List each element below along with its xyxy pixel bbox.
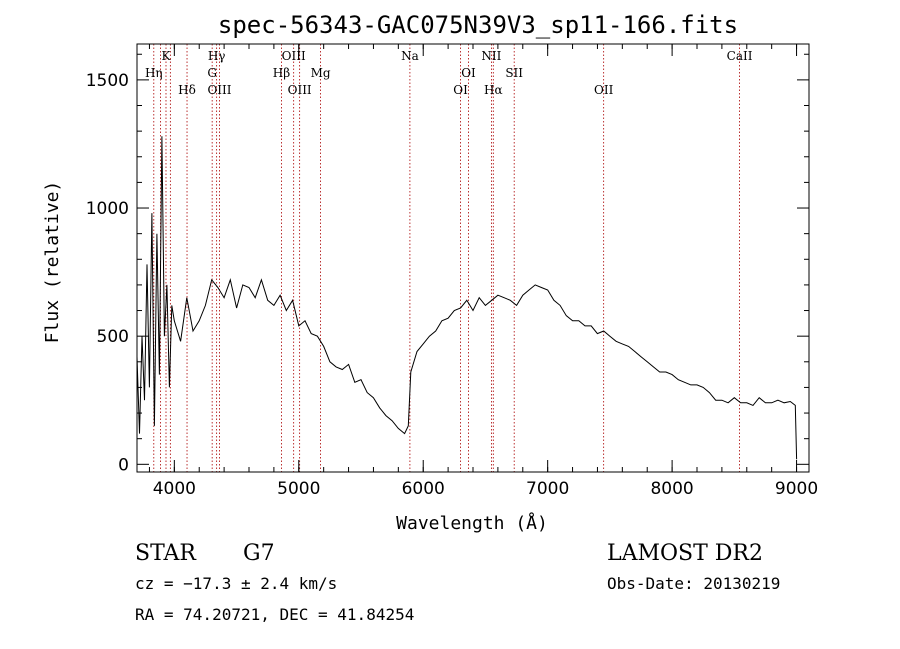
line-marker-label: K xyxy=(162,49,172,63)
y-tick-label: 0 xyxy=(118,455,129,475)
line-marker-label: OI xyxy=(453,83,468,97)
line-marker-label: G xyxy=(207,66,217,80)
line-marker-label: CaII xyxy=(727,49,753,63)
x-tick-label: 5000 xyxy=(277,479,320,499)
x-axis-label: Wavelength (Å) xyxy=(396,512,548,534)
x-tick-label: 8000 xyxy=(650,479,693,499)
line-marker-label: OIII xyxy=(207,83,231,97)
line-marker-label: NII xyxy=(481,49,501,63)
coordinates-text: RA = 74.20721, DEC = 41.84254 xyxy=(135,605,414,624)
chart-title: spec-56343-GAC075N39V3_sp11-166.fits xyxy=(218,11,738,39)
line-markers xyxy=(153,44,740,472)
y-tick-label: 500 xyxy=(97,327,129,347)
spectrum-line xyxy=(136,136,798,460)
object-class: STAR xyxy=(135,541,197,566)
object-subclass: G7 xyxy=(243,541,275,566)
line-marker-label: Hδ xyxy=(178,83,196,97)
x-tick-label: 7000 xyxy=(526,479,569,499)
y-axis-label: Flux (relative) xyxy=(42,181,63,344)
y-axis-ticks: 0 500 1000 1500 xyxy=(86,53,809,475)
x-tick-label: 4000 xyxy=(153,479,196,499)
line-marker-label: Hα xyxy=(484,83,503,97)
obs-date-text: Obs-Date: 20130219 xyxy=(607,574,780,593)
x-tick-label: 9000 xyxy=(775,479,818,499)
line-marker-label: OIII xyxy=(282,49,306,63)
x-tick-label: 6000 xyxy=(402,479,445,499)
line-marker-label: OII xyxy=(594,83,614,97)
line-marker-label: Mg xyxy=(311,66,331,80)
line-marker-label: SII xyxy=(505,66,523,80)
line-marker-label: Hβ xyxy=(273,66,290,80)
line-marker-label: Hγ xyxy=(208,49,226,63)
line-marker-label: OIII xyxy=(288,83,312,97)
x-axis-ticks: 4000 5000 6000 7000 8000 9000 xyxy=(148,44,818,499)
line-marker-label: Hη xyxy=(145,66,163,80)
plot-frame xyxy=(136,43,810,473)
survey-label: LAMOST DR2 xyxy=(607,541,763,566)
line-marker-label: OI xyxy=(461,66,476,80)
y-tick-label: 1000 xyxy=(86,199,129,219)
y-tick-label: 1500 xyxy=(86,71,129,91)
line-marker-label: Na xyxy=(401,49,419,63)
redshift-text: cz = −17.3 ± 2.4 km/s xyxy=(135,574,337,593)
